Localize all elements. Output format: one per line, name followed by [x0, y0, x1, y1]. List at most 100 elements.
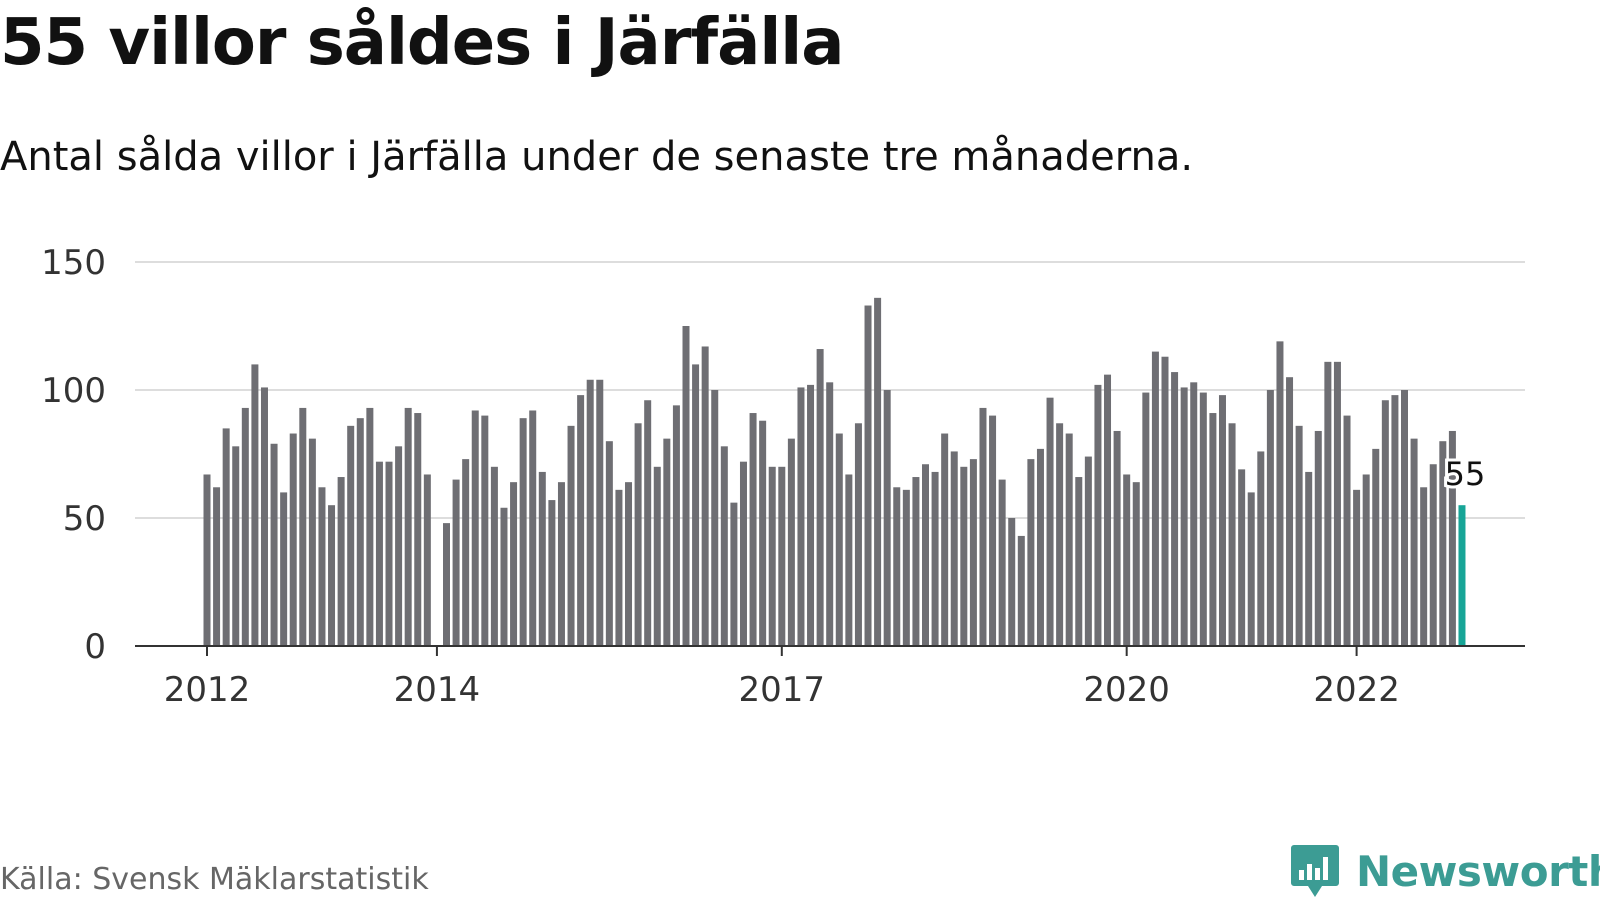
bar: [1190, 382, 1198, 646]
bar: [270, 443, 278, 646]
bar: [922, 464, 929, 646]
bar: [672, 405, 680, 646]
bar: [1295, 425, 1303, 646]
bar: [1439, 441, 1447, 646]
bar: [711, 390, 719, 646]
y-tick-label: 0: [84, 627, 106, 667]
bar: [941, 433, 949, 646]
bar-highlight: [1458, 505, 1466, 646]
bar: [1046, 397, 1054, 646]
source-note: Källa: Svensk Mäklarstatistik: [0, 862, 429, 897]
bar: [883, 390, 891, 646]
bar: [1448, 430, 1456, 646]
bar: [529, 410, 537, 646]
bar: [1362, 474, 1370, 646]
bar: [1391, 395, 1399, 646]
bar: [404, 407, 412, 646]
bar: [730, 502, 738, 646]
bar: [308, 438, 316, 646]
bar: [854, 423, 862, 646]
bar: [1381, 400, 1389, 646]
bar: [989, 415, 997, 646]
bar: [625, 482, 633, 646]
bar: [1180, 387, 1188, 646]
bar: [500, 507, 508, 646]
bar: [739, 461, 747, 646]
bar: [1065, 433, 1073, 646]
bar: [1247, 492, 1255, 646]
bar: [510, 482, 518, 646]
bar: [241, 407, 249, 646]
bar: [826, 382, 834, 646]
bar: [232, 446, 240, 646]
chart-title: 55 villor såldes i Järfälla: [0, 6, 844, 80]
bar: [289, 433, 297, 646]
newsworthy-logo-icon: [1291, 845, 1339, 897]
bar: [644, 400, 652, 646]
bar: [347, 425, 355, 646]
bar: [902, 489, 910, 646]
y-tick-label: 150: [41, 243, 106, 283]
bar: [1420, 487, 1428, 646]
bar: [1343, 415, 1351, 646]
bar: [1094, 384, 1102, 646]
bar: [1056, 423, 1064, 646]
bar: [567, 425, 575, 646]
bar: [260, 387, 268, 646]
bar: [807, 384, 815, 646]
bar: [366, 407, 374, 646]
bar: [557, 482, 565, 646]
bar: [787, 438, 795, 646]
bar: [1075, 477, 1083, 646]
brand-logo: Newsworthy: [1290, 842, 1600, 900]
bar: [1372, 448, 1380, 646]
bar: [950, 451, 958, 646]
bar: [1142, 392, 1150, 646]
bar: [1017, 535, 1025, 646]
bars: [203, 297, 1466, 646]
bar: [1305, 471, 1313, 646]
bar: [1286, 377, 1294, 646]
bar: [1228, 423, 1236, 646]
brand-name: Newsworthy: [1356, 846, 1600, 896]
bar: [1257, 451, 1265, 646]
x-tick-label: 2020: [1083, 670, 1170, 710]
bar: [452, 479, 460, 646]
bar: [577, 395, 585, 646]
bar: [385, 461, 393, 646]
bar: [605, 441, 613, 646]
y-tick-label: 50: [63, 499, 106, 539]
bar: [1027, 459, 1035, 646]
bar: [893, 487, 901, 646]
bar: [538, 471, 546, 646]
bar: [1353, 489, 1361, 646]
bar: [596, 379, 604, 646]
bar: [682, 326, 690, 646]
bar: [692, 364, 700, 646]
bar: [1199, 392, 1207, 646]
bar: [1410, 438, 1418, 646]
y-tick-label: 100: [41, 371, 106, 411]
bar: [778, 466, 786, 646]
bar: [280, 492, 288, 646]
bar: [1104, 374, 1112, 646]
x-axis: 2012 2014 2017 2020 2022: [135, 645, 1525, 710]
bar: [213, 487, 221, 646]
x-tick-label: 2014: [394, 670, 481, 710]
bar: [481, 415, 489, 646]
bar: [701, 346, 709, 646]
bar: [1036, 448, 1044, 646]
bar: [1266, 390, 1274, 646]
bar: [519, 418, 527, 646]
bar: [462, 459, 470, 646]
chart-subtitle: Antal sålda villor i Järfälla under de s…: [0, 134, 1194, 180]
bar: [1008, 518, 1016, 646]
bar: [471, 410, 479, 646]
bar: [874, 297, 882, 646]
bar: [337, 477, 345, 646]
bar: [1314, 430, 1322, 646]
bar: [1171, 372, 1179, 646]
bar: [979, 407, 987, 646]
bar: [1151, 351, 1159, 646]
bar: [318, 487, 326, 646]
